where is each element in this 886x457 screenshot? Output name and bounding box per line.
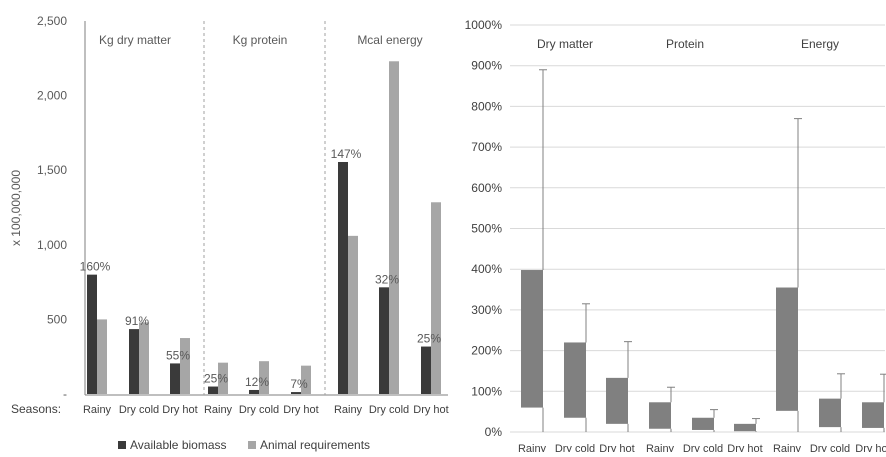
legend-label-available-biomass: Available biomass <box>130 438 227 452</box>
x-tick-label: Dry hot <box>283 404 318 416</box>
legend-label-animal-requirements: Animal requirements <box>260 438 370 452</box>
bar-available-biomass <box>421 346 431 394</box>
group-label: Mcal energy <box>357 33 422 47</box>
x-tick-label: Rainy <box>204 404 233 416</box>
pct-label: 91% <box>125 314 149 328</box>
y-tick-label: 100% <box>471 384 502 398</box>
bar-available-biomass <box>249 389 259 394</box>
y-tick-label: 1,000 <box>37 238 67 252</box>
x-tick-label: Dry hot <box>855 443 886 452</box>
x-tick-label: Dry hot <box>727 443 762 452</box>
y-tick-label: 1,500 <box>37 163 67 177</box>
y-tick-label: 0% <box>485 425 503 439</box>
y-tick-label: 300% <box>471 303 502 317</box>
x-tick-label: Dry cold <box>369 404 409 416</box>
pct-label: 12% <box>245 375 269 389</box>
y-tick-label: 900% <box>471 59 502 73</box>
group-label: Kg dry matter <box>99 33 171 47</box>
x-tick-label: Dry hot <box>599 443 634 452</box>
x-tick-label: Rainy <box>773 443 802 452</box>
bar-animal-requirements <box>389 61 399 395</box>
group-label: Protein <box>666 37 704 51</box>
y-tick-label: 500 <box>47 312 67 326</box>
y-axis-label: x 100,000,000 <box>9 170 23 246</box>
bar-available-biomass <box>208 386 218 394</box>
bar-animal-requirements <box>348 235 358 394</box>
y-tick-label: 200% <box>471 344 502 358</box>
group-label: Kg protein <box>233 33 288 47</box>
y-tick-label: 500% <box>471 222 502 236</box>
pct-label: 25% <box>204 372 228 386</box>
bar-available-biomass <box>338 161 348 394</box>
box <box>649 402 671 429</box>
bar-animal-requirements <box>431 202 441 394</box>
box <box>776 287 798 411</box>
x-tick-label: Dry cold <box>810 443 850 452</box>
bar-animal-requirements <box>218 362 228 394</box>
pct-label: 32% <box>375 272 399 286</box>
x-tick-label: Rainy <box>518 443 547 452</box>
pct-label: 55% <box>166 348 190 362</box>
pct-label: 7% <box>290 377 308 391</box>
box <box>606 377 628 424</box>
y-tick-label: 2,000 <box>37 89 67 103</box>
y-tick-label: 1000% <box>465 18 503 32</box>
x-tick-label: Dry cold <box>555 443 595 452</box>
seasons-row-label: Seasons: <box>11 402 61 416</box>
x-tick-label: Rainy <box>334 404 363 416</box>
legend-swatch-animal-requirements <box>248 441 256 449</box>
box <box>692 417 714 430</box>
bar-animal-requirements <box>97 319 107 394</box>
x-tick-label: Dry cold <box>119 404 159 416</box>
group-label: Energy <box>801 37 839 51</box>
pct-label: 25% <box>417 332 441 346</box>
y-tick-label: 700% <box>471 140 502 154</box>
x-tick-label: Dry cold <box>683 443 723 452</box>
bar-available-biomass <box>87 274 97 394</box>
y-tick-label: 2,500 <box>37 14 67 28</box>
bar-available-biomass <box>379 287 389 394</box>
pct-label: 147% <box>331 147 362 161</box>
box <box>564 342 586 418</box>
bar-available-biomass <box>129 329 139 394</box>
legend-swatch-available-biomass <box>118 441 126 449</box>
box <box>862 402 884 428</box>
bar-animal-requirements <box>301 365 311 394</box>
box <box>819 398 841 428</box>
y-tick-label: 600% <box>471 181 502 195</box>
bar-animal-requirements <box>139 322 149 394</box>
x-tick-label: Dry hot <box>162 404 197 416</box>
bar-available-biomass <box>170 363 180 394</box>
pct-label: 160% <box>80 260 111 274</box>
x-tick-label: Rainy <box>83 404 112 416</box>
y-tick-label: - <box>63 387 67 401</box>
box <box>521 270 543 408</box>
x-tick-label: Rainy <box>646 443 675 452</box>
bar-animal-requirements <box>259 361 269 394</box>
y-tick-label: 800% <box>471 99 502 113</box>
bar-animal-requirements <box>180 338 190 394</box>
x-tick-label: Dry cold <box>239 404 279 416</box>
bar-available-biomass <box>291 392 301 394</box>
x-tick-label: Dry hot <box>413 404 448 416</box>
box <box>734 423 756 432</box>
y-tick-label: 400% <box>471 262 502 276</box>
group-label: Dry matter <box>537 37 593 51</box>
